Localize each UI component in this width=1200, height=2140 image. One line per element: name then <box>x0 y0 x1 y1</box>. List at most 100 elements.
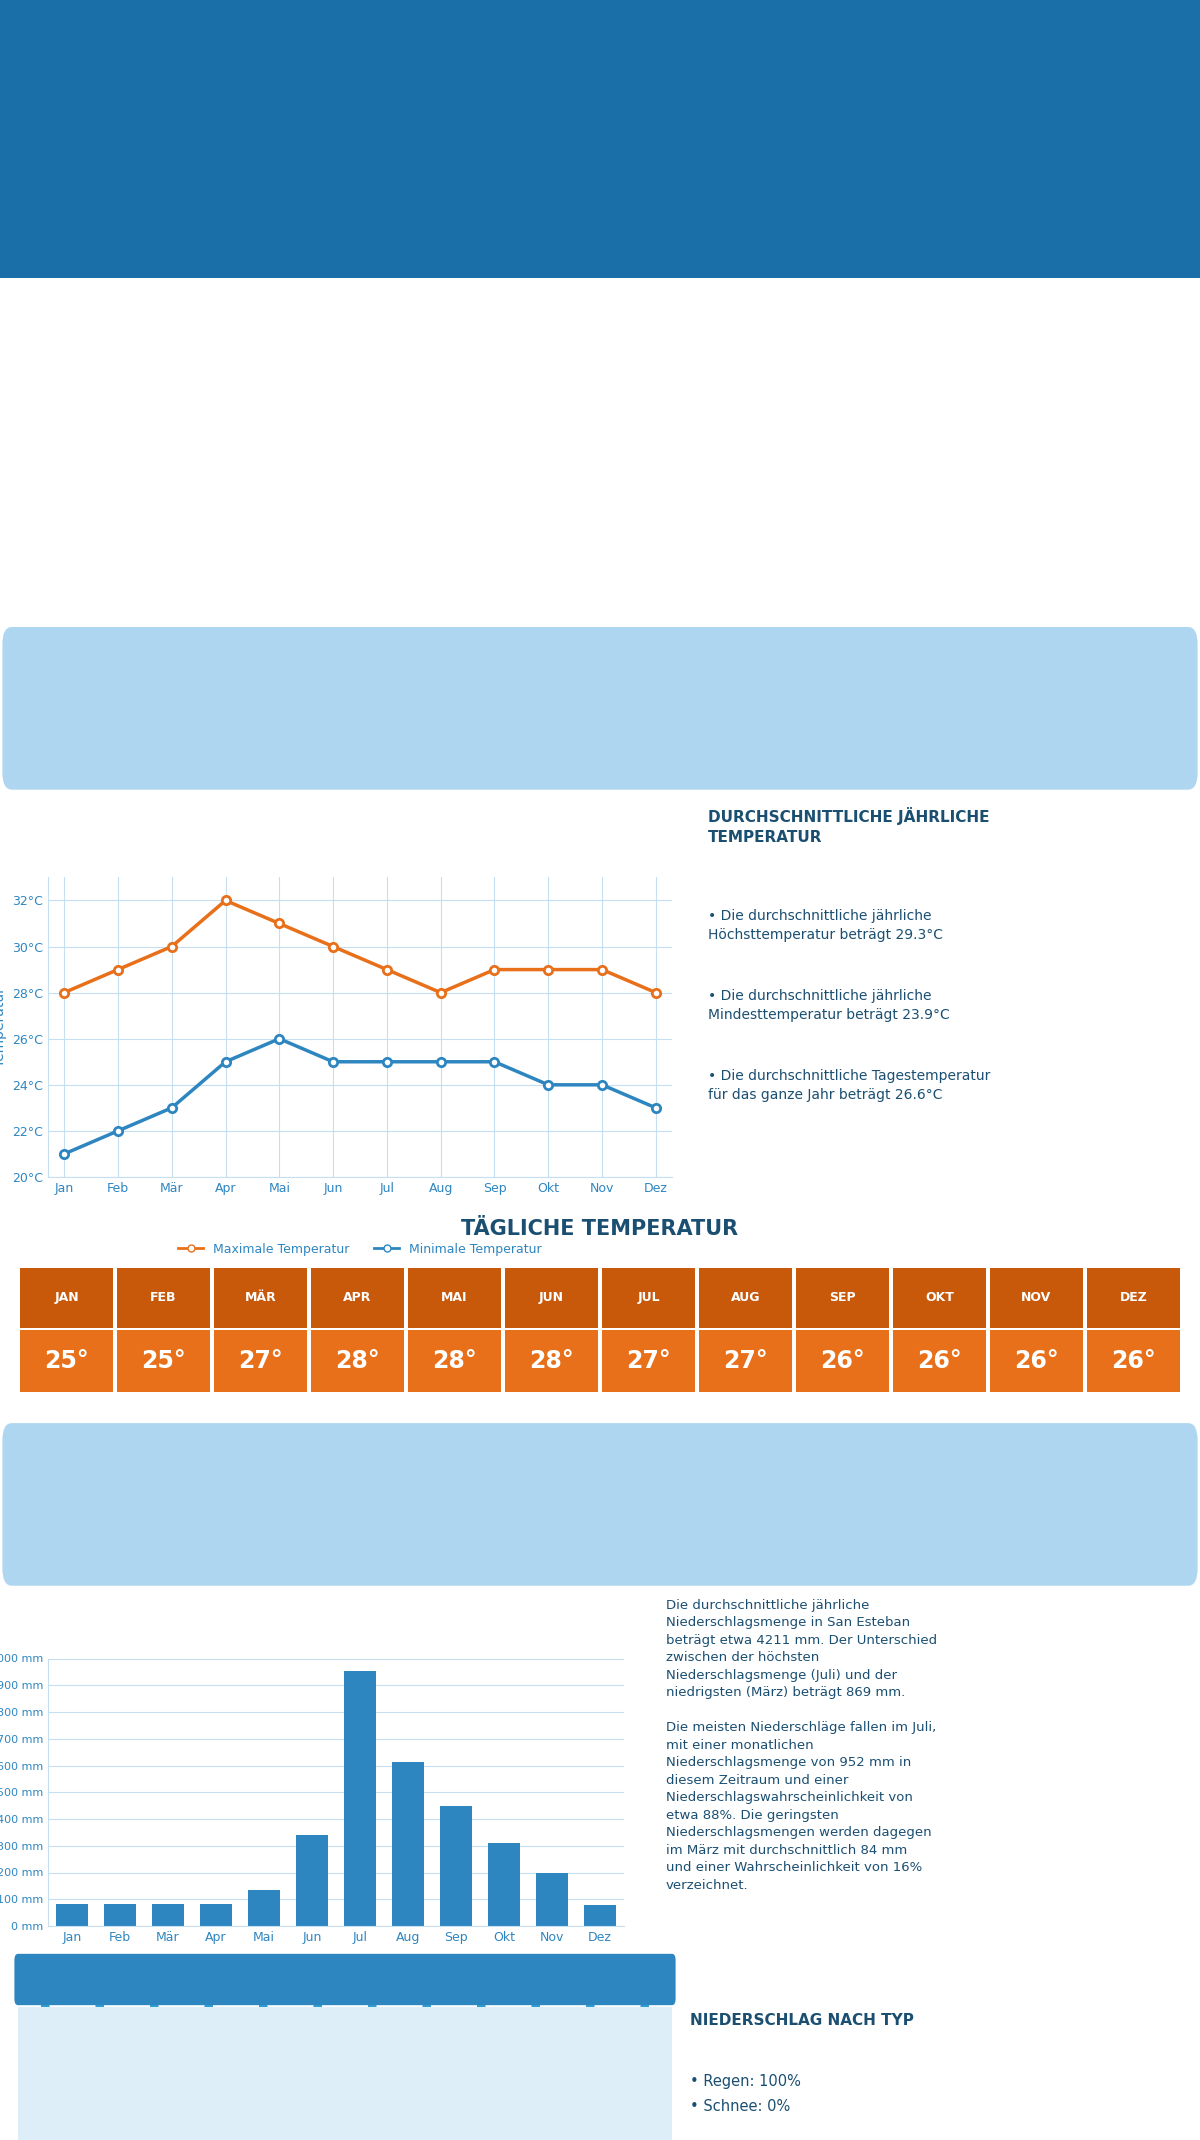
FancyBboxPatch shape <box>408 1329 500 1391</box>
Ellipse shape <box>464 2033 498 2140</box>
Polygon shape <box>308 1971 328 2048</box>
Y-axis label: Temperatur: Temperatur <box>0 987 6 1068</box>
Text: 27°: 27° <box>724 1348 768 1372</box>
Text: JUL: JUL <box>637 1290 660 1303</box>
Text: 88%: 88% <box>359 2093 385 2104</box>
Text: DURCHSCHNITTLICHE JÄHRLICHE
TEMPERATUR: DURCHSCHNITTLICHE JÄHRLICHE TEMPERATUR <box>708 807 990 845</box>
Text: • Die durchschnittliche jährliche
Höchsttemperatur beträgt 29.3°C: • Die durchschnittliche jährliche Höchst… <box>708 910 943 942</box>
Text: Die durchschnittliche jährliche
Niederschlagsmenge in San Esteban
beträgt etwa 4: Die durchschnittliche jährliche Niedersc… <box>666 1599 937 1892</box>
Legend: Niederschlagssumme: Niederschlagssumme <box>246 1960 426 1984</box>
Text: TEMPERATUR: TEMPERATUR <box>413 685 787 732</box>
Text: APR: APR <box>343 1290 372 1303</box>
Text: 84%: 84% <box>305 2093 331 2104</box>
Text: 25°: 25° <box>44 1348 89 1372</box>
Bar <box>344 1671 376 1926</box>
FancyBboxPatch shape <box>1087 1329 1180 1391</box>
FancyBboxPatch shape <box>312 1329 403 1391</box>
FancyBboxPatch shape <box>602 1329 695 1391</box>
Text: • Die durchschnittliche jährliche
Mindesttemperatur beträgt 23.9°C: • Die durchschnittliche jährliche Mindes… <box>708 989 949 1023</box>
FancyBboxPatch shape <box>408 1267 500 1327</box>
Legend: Maximale Temperatur, Minimale Temperatur: Maximale Temperatur, Minimale Temperatur <box>173 1237 547 1260</box>
FancyBboxPatch shape <box>700 1329 792 1391</box>
FancyBboxPatch shape <box>215 1329 306 1391</box>
Text: 16%: 16% <box>140 2093 168 2104</box>
Text: AUG: AUG <box>731 1290 761 1303</box>
FancyBboxPatch shape <box>505 1267 598 1327</box>
Bar <box>584 1905 616 1926</box>
FancyBboxPatch shape <box>312 1267 403 1327</box>
Text: MAI: MAI <box>442 1290 468 1303</box>
Text: 28°: 28° <box>432 1348 476 1372</box>
FancyBboxPatch shape <box>797 1267 888 1327</box>
Polygon shape <box>418 1971 436 2048</box>
Text: AM KÄLTESTEN IM JANUAR: AM KÄLTESTEN IM JANUAR <box>97 462 404 488</box>
Polygon shape <box>362 1971 382 2048</box>
Text: 42%: 42% <box>577 2093 604 2104</box>
Text: Der April ist der wärmste Monat in San
Esteban, in dem die durchschnittlichen
Hö: Der April ist der wärmste Monat in San E… <box>148 351 434 428</box>
Text: 25°: 25° <box>142 1348 186 1372</box>
Text: AM WÄRMSTEN IM APRIL: AM WÄRMSTEN IM APRIL <box>97 306 388 325</box>
Text: FEB: FEB <box>150 1290 176 1303</box>
Text: MÄR: MÄR <box>245 1290 276 1303</box>
FancyBboxPatch shape <box>894 1267 985 1327</box>
Text: • Die durchschnittliche Tagestemperatur
für das ganze Jahr beträgt 26.6°C: • Die durchschnittliche Tagestemperatur … <box>708 1068 990 1102</box>
Text: 53%: 53% <box>522 2093 548 2104</box>
Text: SEP: SEP <box>829 1290 856 1303</box>
Text: NIEDERSCHLAGSWAHRSCHEINLICHKEIT: NIEDERSCHLAGSWAHRSCHEINLICHKEIT <box>191 1973 499 1986</box>
Polygon shape <box>36 1971 54 2048</box>
FancyBboxPatch shape <box>797 1329 888 1391</box>
Text: 27°: 27° <box>238 1348 283 1372</box>
Bar <box>296 1836 328 1926</box>
Text: PHILIPPINEN: PHILIPPINEN <box>545 199 655 218</box>
Polygon shape <box>199 1971 218 2048</box>
Text: JUN: JUN <box>539 1290 564 1303</box>
Text: 86%: 86% <box>413 2093 440 2104</box>
Ellipse shape <box>518 2033 553 2140</box>
Text: NIEDERSCHLAG NACH TYP: NIEDERSCHLAG NACH TYP <box>690 2014 914 2029</box>
FancyBboxPatch shape <box>118 1267 210 1327</box>
Polygon shape <box>90 1971 109 2048</box>
Text: 50%: 50% <box>250 2093 276 2104</box>
Text: 28°: 28° <box>335 1348 380 1372</box>
FancyBboxPatch shape <box>700 1267 792 1327</box>
Polygon shape <box>636 1971 654 2048</box>
FancyBboxPatch shape <box>505 1329 598 1391</box>
FancyBboxPatch shape <box>20 1329 113 1391</box>
Polygon shape <box>264 0 936 278</box>
Text: 34%: 34% <box>631 2093 658 2104</box>
Polygon shape <box>254 1971 272 2048</box>
Ellipse shape <box>192 2033 226 2140</box>
Bar <box>440 1806 472 1926</box>
Ellipse shape <box>301 2033 335 2140</box>
Ellipse shape <box>574 2033 607 2140</box>
FancyBboxPatch shape <box>894 1329 985 1391</box>
Ellipse shape <box>246 2033 280 2140</box>
FancyBboxPatch shape <box>990 1329 1082 1391</box>
FancyBboxPatch shape <box>118 1329 210 1391</box>
FancyBboxPatch shape <box>215 1267 306 1327</box>
Text: 12%: 12% <box>32 2093 59 2104</box>
Text: 27°: 27° <box>626 1348 671 1372</box>
FancyBboxPatch shape <box>20 1267 113 1327</box>
Text: 76%: 76% <box>468 2093 494 2104</box>
Bar <box>536 1872 568 1926</box>
Text: TÄGLICHE TEMPERATUR: TÄGLICHE TEMPERATUR <box>462 1220 738 1239</box>
Text: 17°19'46'' N  —  120°26'44'' E        ILOCOS SUR: 17°19'46'' N — 120°26'44'' E ILOCOS SUR <box>1168 297 1178 546</box>
Text: • Regen: 100%
• Schnee: 0%: • Regen: 100% • Schnee: 0% <box>690 2074 800 2114</box>
Polygon shape <box>472 1971 491 2048</box>
Ellipse shape <box>410 2033 444 2140</box>
Bar <box>392 1761 424 1926</box>
Ellipse shape <box>29 2033 62 2140</box>
Ellipse shape <box>137 2033 172 2140</box>
FancyBboxPatch shape <box>602 1267 695 1327</box>
FancyBboxPatch shape <box>990 1267 1082 1327</box>
Bar <box>488 1843 520 1926</box>
Text: NOV: NOV <box>1021 1290 1051 1303</box>
Text: 26°: 26° <box>1014 1348 1058 1372</box>
Text: Der kälteste Monat des Jahres ist dagegen
der Januar mit Höchsttemperaturen von
: Der kälteste Monat des Jahres ist dagege… <box>148 507 460 563</box>
Ellipse shape <box>83 2033 116 2140</box>
Text: DEZ: DEZ <box>1120 1290 1147 1303</box>
Bar <box>152 1905 184 1926</box>
Text: NIEDERSCHLAG: NIEDERSCHLAG <box>383 1481 817 1528</box>
Polygon shape <box>527 1971 545 2048</box>
